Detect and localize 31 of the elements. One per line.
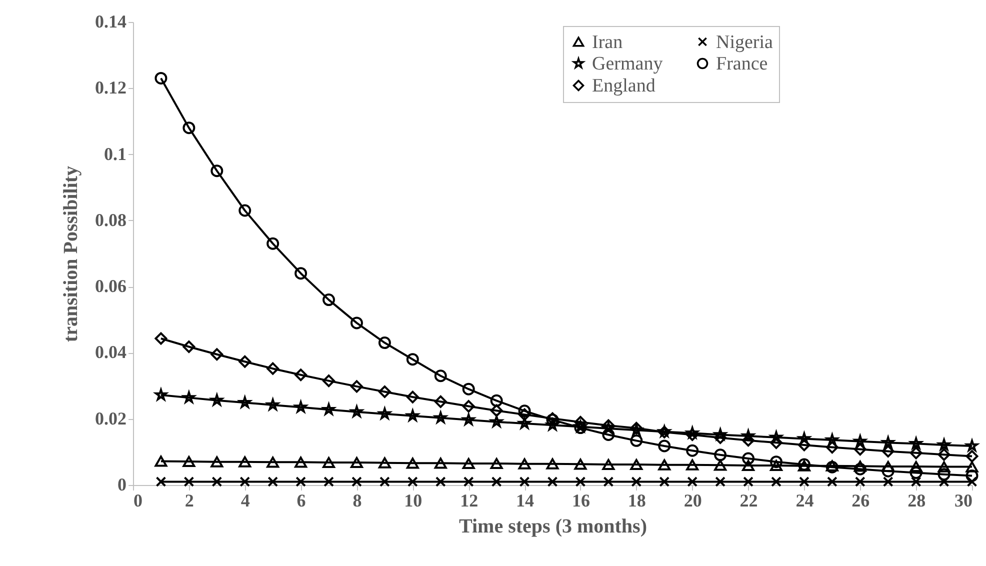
legend-label: England [592,76,656,96]
y-axis-title: transition Possibility [60,166,82,342]
x-axis-title: Time steps (3 months) [459,516,647,538]
y-tick-label: 0.02 [95,408,126,428]
x-tick-label: 22 [740,490,758,510]
x-tick-label: 20 [684,490,702,510]
x-tick-label: 18 [628,490,646,510]
y-tick-label: 0 [118,474,126,494]
legend-label: Nigeria [716,32,774,53]
x-tick-label: 26 [852,490,870,510]
y-tick-label: 0.08 [95,210,126,230]
x-tick-label: 10 [404,490,422,510]
x-tick-label: 28 [908,490,926,510]
y-tick-label: 0.06 [95,276,126,296]
x-tick-label: 16 [572,490,590,510]
y-tick-label: 0.12 [95,78,126,98]
x-tick-label: 2 [184,490,194,510]
x-tick-label: 6 [296,490,306,510]
y-tick-label: 0.04 [95,342,126,362]
x-tick-label: 24 [796,490,814,510]
y-tick-label: 0.14 [95,12,126,32]
legend-label: Iran [592,32,624,53]
x-tick-label: 8 [352,490,362,510]
legend-label: France [716,54,768,74]
y-tick-label: 0.1 [104,144,126,164]
legend-label: Germany [592,54,664,74]
x-tick-label: 14 [516,490,534,510]
x-tick-label: 0 [134,490,142,510]
x-tick-label: 12 [460,490,478,510]
x-tick-label: 30 [954,490,972,510]
x-tick-label: 4 [240,490,250,510]
